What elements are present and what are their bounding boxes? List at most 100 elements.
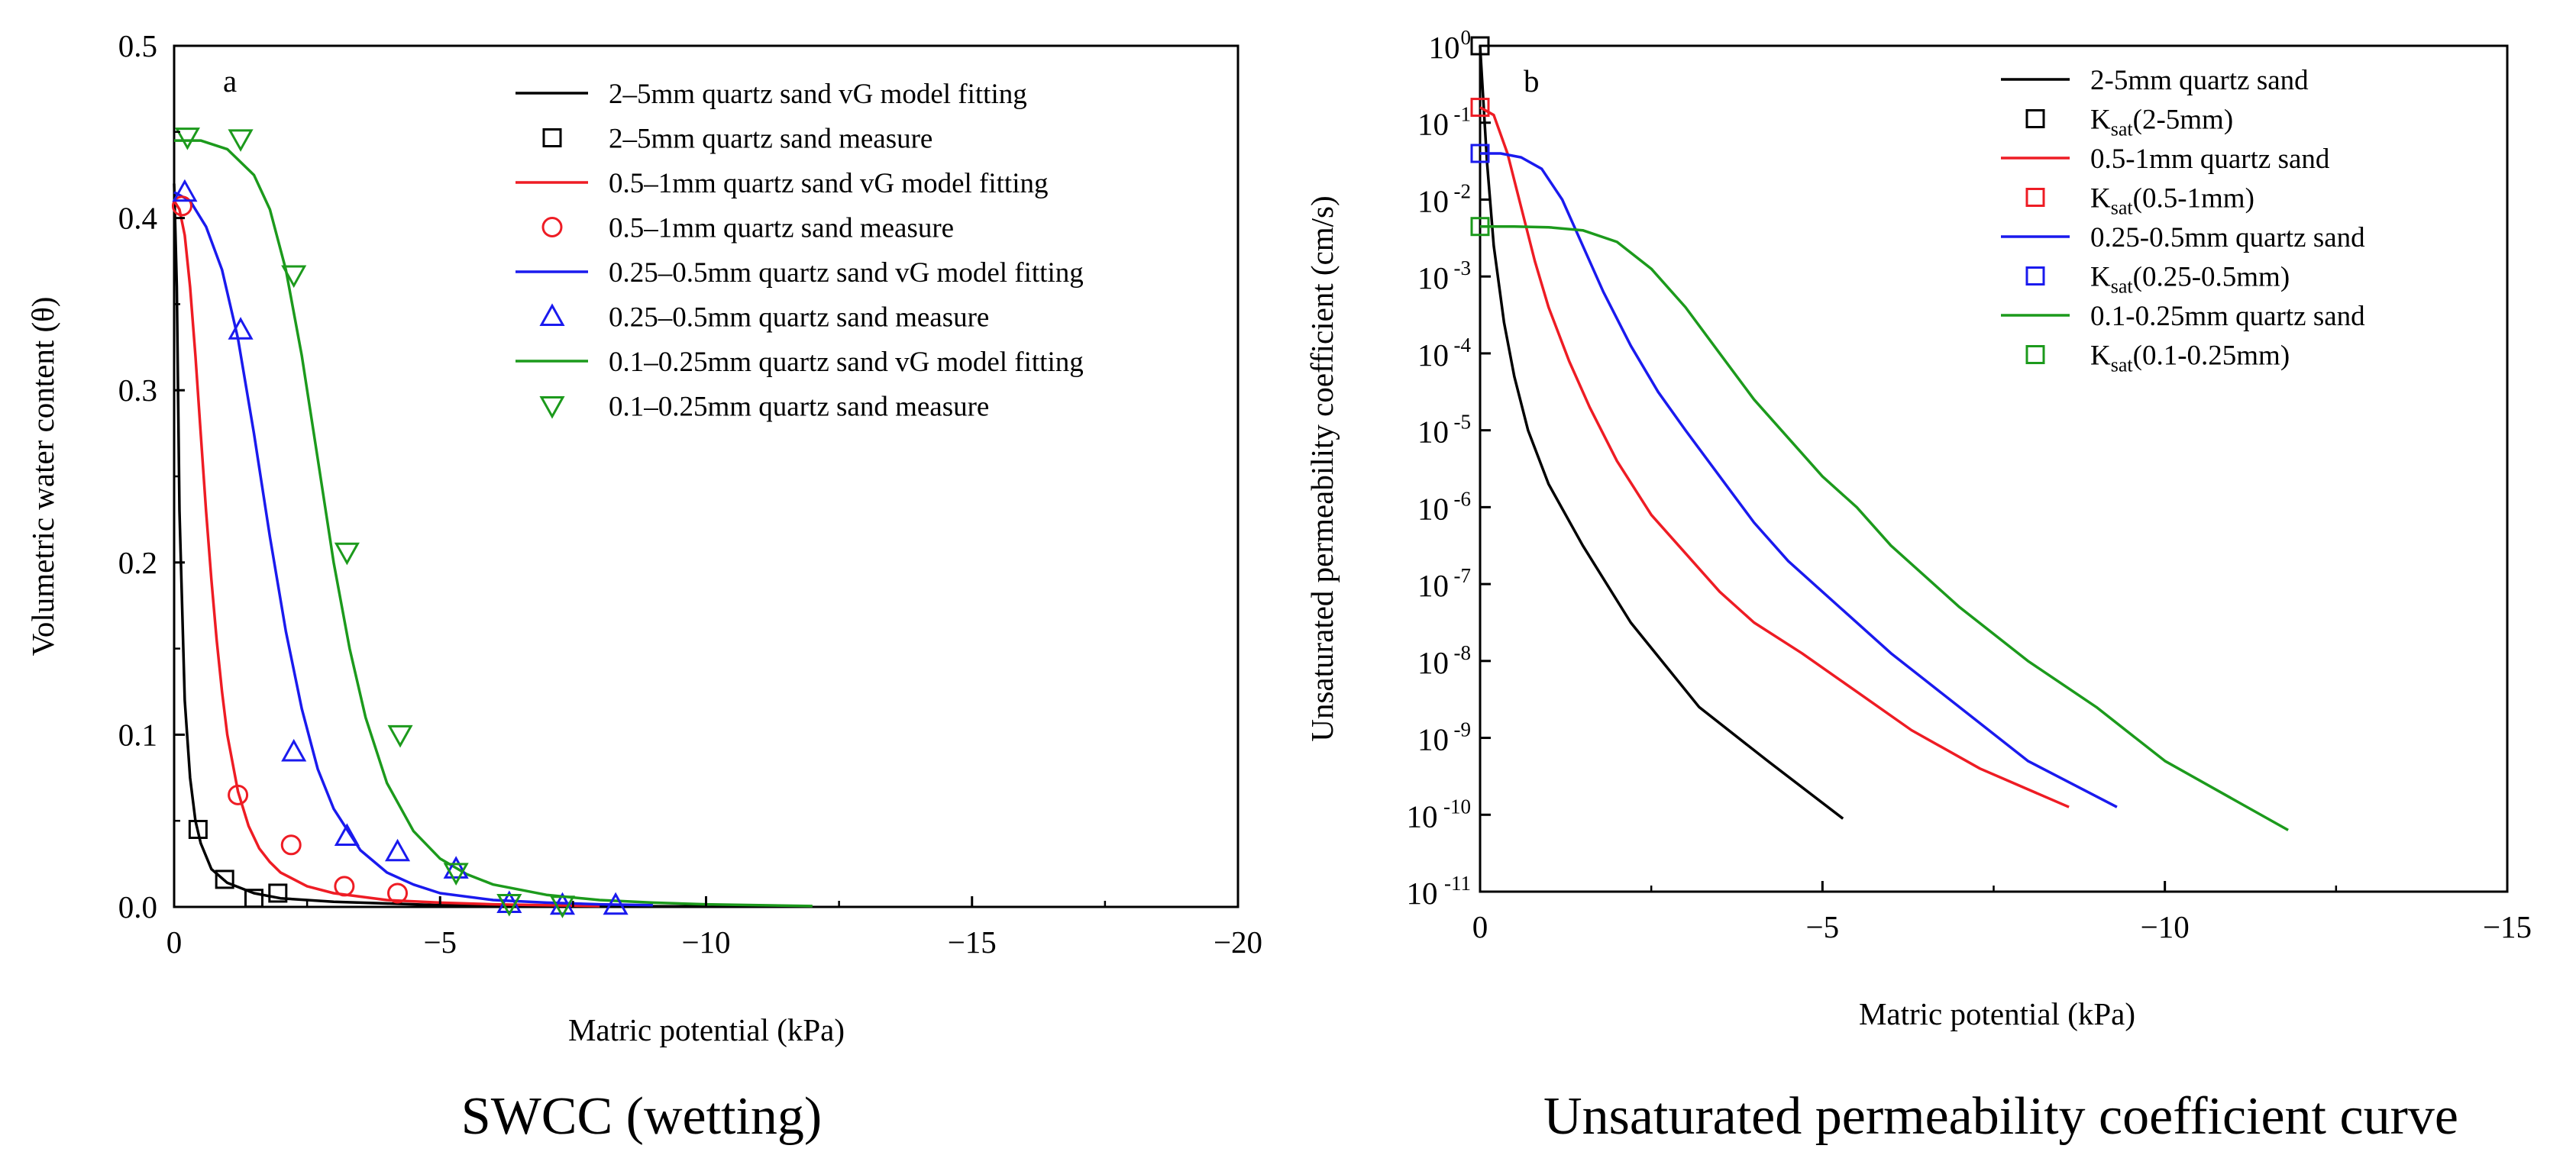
panel-a-x-axis-label: Matric potential (kPa) [568, 1012, 845, 1047]
b-legend-label: Ksat(0.25-0.5mm) [2090, 262, 2290, 298]
b-x-tick-label: −15 [2483, 909, 2532, 944]
a-legend-label: 0.25–0.5mm quartz sand vG model fitting [609, 257, 1084, 289]
b-legend-subscript: sat [2111, 354, 2134, 376]
b-x-tick-label: −5 [1806, 909, 1840, 944]
panel-a-markers [171, 127, 629, 918]
b-x-tick-label: −10 [2141, 909, 2190, 944]
a-point-0-1-0-25mm-quartz-sand-measure [334, 542, 360, 566]
a-point-0-5-1mm-quartz-sand-measure [334, 876, 355, 897]
b-line-0-1-0-25mm-quartz-sand [1480, 224, 2289, 831]
panel-a-lines [173, 139, 813, 908]
b-legend-label: Ksat(2-5mm) [2090, 105, 2233, 140]
a-point-0-5-1mm-quartz-sand-measure [228, 784, 249, 805]
a-point-0-25-0-5mm-quartz-sand-measure [228, 317, 254, 340]
a-point-0-1-0-25mm-quartz-sand-measure [228, 129, 254, 152]
b-point-ksat-0-25-0-5mm [1470, 144, 1490, 163]
b-y-tick-label: 10 [1417, 107, 1449, 142]
panel-b-label: b [1524, 63, 1540, 98]
a-legend-marker-2-5mm-quartz-sand-measure [542, 128, 562, 147]
b-y-tick-label: 10 [1417, 722, 1449, 757]
b-legend-paren: (0.1-0.25mm) [2133, 340, 2290, 372]
b-legend-paren: (2-5mm) [2133, 105, 2234, 136]
b-legend-k: K [2090, 105, 2111, 136]
a-point-0-1-0-25mm-quartz-sand-measure [281, 265, 307, 289]
a-y-tick-label: 0.5 [118, 28, 157, 63]
a-point-0-5-1mm-quartz-sand-measure [280, 834, 302, 856]
b-legend-marker-ksat [2025, 109, 2045, 128]
b-y-tick-label: 10 [1407, 799, 1438, 834]
a-line-0-25-0-5mm-quartz-sand-vg-model-fitting [173, 191, 653, 907]
b-legend-marker-ksat [2025, 345, 2045, 364]
b-legend-paren: (0.25-0.5mm) [2133, 262, 2290, 293]
a-point-2-5mm-quartz-sand-measure [244, 889, 263, 908]
panel-b-y-axis-label: Unsaturated permeability coefficient (cm… [1304, 195, 1340, 741]
b-legend-label: 2-5mm quartz sand [2090, 65, 2309, 96]
a-x-tick-label: −10 [681, 924, 730, 960]
a-point-0-25-0-5mm-quartz-sand-measure [172, 179, 198, 202]
b-y-tick-exponent: -10 [1443, 795, 1471, 818]
b-y-tick-label: 10 [1429, 30, 1460, 65]
panel-a-swcc: 0 −5 −10 −15 −20 0.0 0.1 0.2 0.3 0.4 0.5 a 2–5mm q… [25, 28, 1262, 1146]
a-legend-label: 0.25–0.5mm quartz sand measure [609, 302, 989, 334]
a-point-2-5mm-quartz-sand-measure [188, 819, 208, 839]
panel-a-legend: 2–5mm quartz sand vG model fitting 2–5mm … [516, 79, 1084, 423]
b-y-tick-exponent: -5 [1454, 411, 1472, 434]
a-line-0-1-0-25mm-quartz-sand-vg-model-fitting [174, 139, 813, 908]
b-legend-k: K [2090, 262, 2111, 293]
b-legend-marker-ksat [2025, 266, 2045, 286]
b-legend-label: Ksat(0.1-0.25mm) [2090, 340, 2290, 376]
a-point-0-5-1mm-quartz-sand-measure [387, 882, 409, 904]
b-y-tick-label: 10 [1417, 568, 1449, 603]
b-point-ksat-0-1-0-25mm [1470, 217, 1490, 237]
a-point-0-1-0-25mm-quartz-sand-measure [496, 893, 522, 917]
a-legend-label: 2–5mm quartz sand vG model fitting [609, 79, 1027, 110]
b-y-tick-exponent: 0 [1461, 26, 1472, 49]
b-y-tick-label: 10 [1417, 337, 1449, 373]
a-point-2-5mm-quartz-sand-measure [268, 883, 288, 903]
a-y-tick-label: 0.2 [118, 545, 157, 580]
a-y-tick-label: 0.0 [118, 889, 157, 924]
b-legend-label: 0.1-0.25mm quartz sand [2090, 301, 2365, 332]
panel-a-caption: SWCC (wetting) [461, 1087, 822, 1146]
a-x-tick-label: −15 [948, 924, 997, 960]
a-x-tick-label: 0 [166, 924, 183, 960]
a-point-0-1-0-25mm-quartz-sand-measure [387, 724, 413, 748]
a-point-0-1-0-25mm-quartz-sand-measure [549, 895, 576, 918]
b-y-tick-label: 10 [1417, 260, 1449, 295]
panel-b-markers [1470, 36, 1490, 237]
a-x-tick-label: −5 [423, 924, 457, 960]
b-y-tick-exponent: -2 [1454, 179, 1472, 202]
a-point-0-25-0-5mm-quartz-sand-measure [384, 838, 411, 862]
a-point-0-25-0-5mm-quartz-sand-measure [443, 856, 469, 879]
a-legend-label: 2–5mm quartz sand measure [609, 124, 932, 155]
panel-b-caption: Unsaturated permeability coefficient cur… [1543, 1087, 2458, 1146]
b-legend-label: Ksat(0.5-1mm) [2090, 183, 2254, 219]
a-x-tick-label: −20 [1214, 924, 1262, 960]
b-y-tick-label: 10 [1417, 415, 1449, 450]
a-y-tick-label: 0.3 [118, 373, 157, 408]
b-legend-subscript: sat [2111, 276, 2134, 298]
panel-a-y-axis-label: Volumetric water content (θ) [25, 297, 60, 657]
b-y-tick-exponent: -7 [1454, 564, 1472, 587]
b-legend-subscript: sat [2111, 197, 2134, 219]
panel-b-lines [1479, 45, 2289, 831]
a-point-0-5-1mm-quartz-sand-measure [171, 195, 192, 217]
b-y-tick-exponent: -4 [1454, 334, 1472, 357]
panel-b-x-axis-label: Matric potential (kPa) [1859, 996, 2135, 1031]
a-point-0-1-0-25mm-quartz-sand-measure [174, 127, 200, 150]
b-legend-k: K [2090, 183, 2111, 215]
b-y-tick-label: 10 [1407, 876, 1438, 911]
a-legend-label: 0.5–1mm quartz sand vG model fitting [609, 168, 1048, 199]
a-point-2-5mm-quartz-sand-measure [215, 870, 234, 889]
b-legend-paren: (0.5-1mm) [2133, 183, 2254, 215]
b-line-2-5mm-quartz-sand [1479, 45, 1844, 820]
a-legend-label: 0.1–0.25mm quartz sand vG model fitting [609, 347, 1084, 378]
b-y-tick-exponent: -6 [1454, 487, 1472, 510]
b-legend-k: K [2090, 340, 2111, 372]
b-y-tick-exponent: -1 [1454, 103, 1472, 126]
b-y-tick-exponent: -8 [1454, 641, 1472, 664]
b-y-tick-label: 10 [1417, 645, 1449, 680]
